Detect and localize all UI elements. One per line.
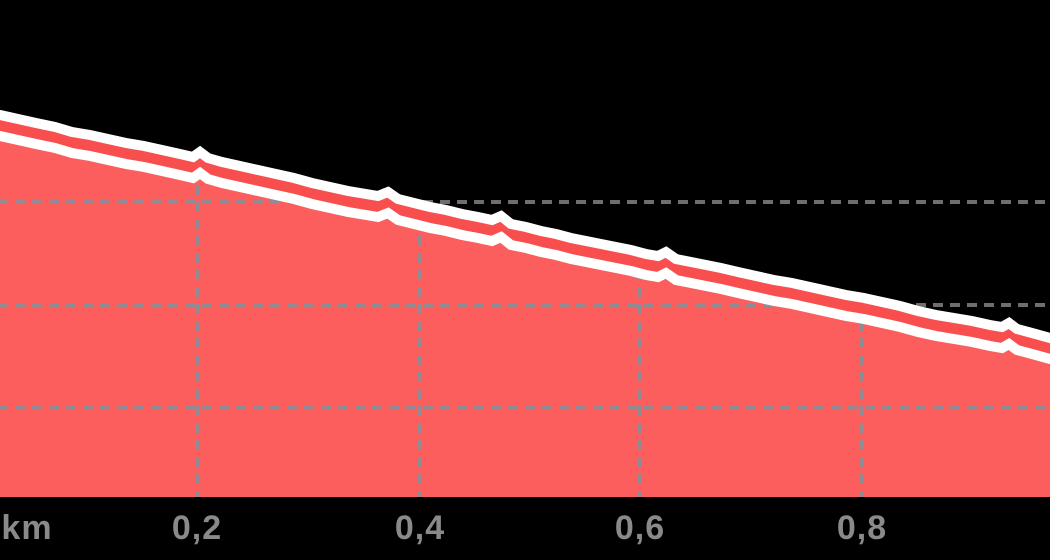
profile-line-casing-bottom [0, 130, 1050, 365]
profile-line-casing-top [0, 109, 1050, 344]
profile-line [0, 119, 1050, 355]
elevation-profile-line [0, 109, 1050, 365]
